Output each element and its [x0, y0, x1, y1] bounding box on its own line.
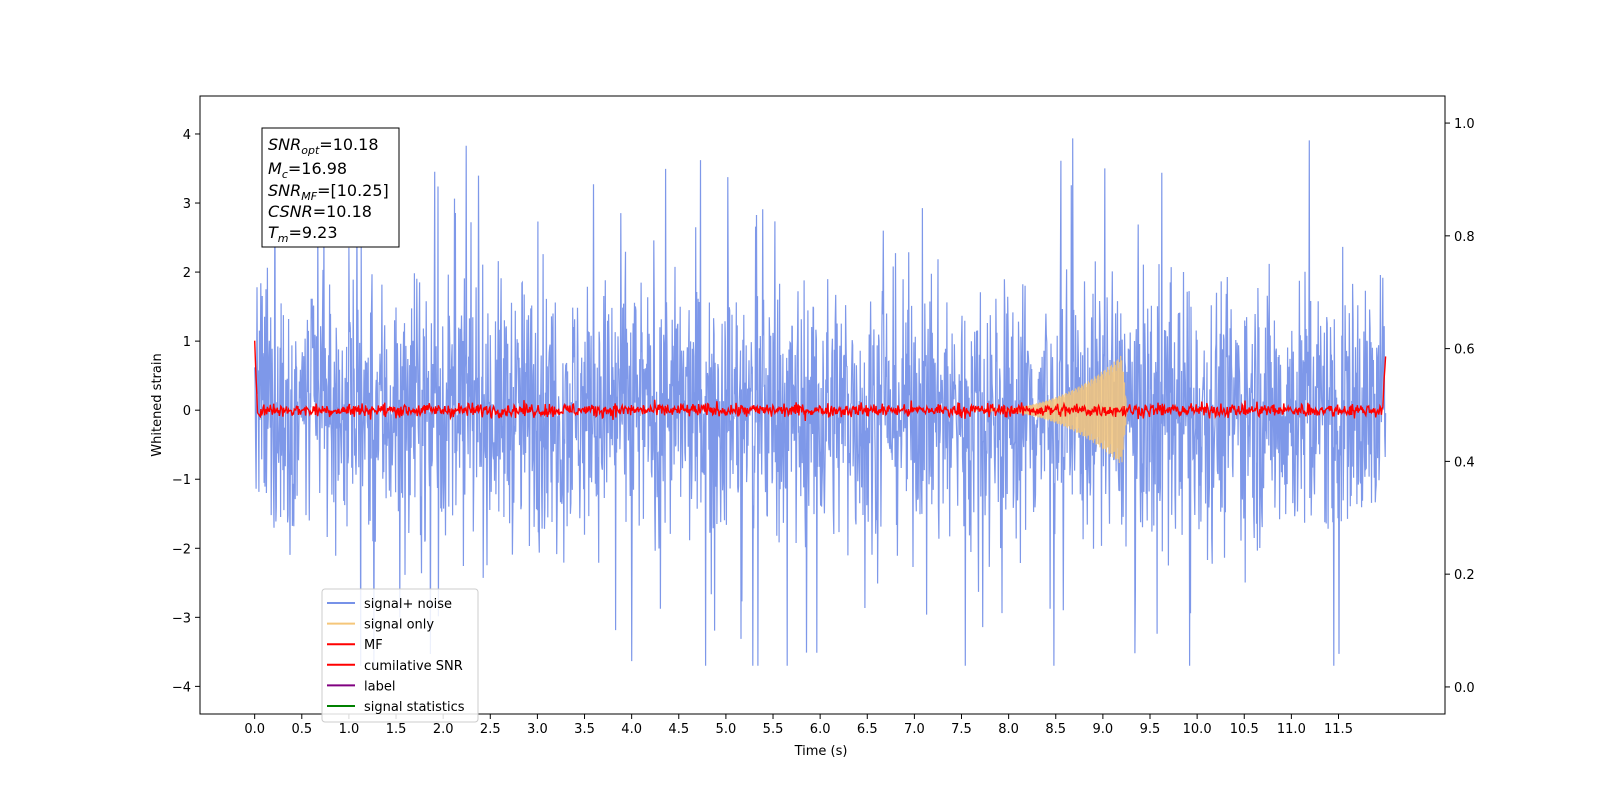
legend-frame	[321, 588, 479, 723]
y-left-tick-label: −1	[172, 473, 191, 488]
annotation-csnr: CSNR=10.18	[268, 202, 372, 221]
legend-label: MF	[364, 638, 383, 653]
y-left-tick-label: 4	[183, 128, 191, 143]
x-tick-label: 0.5	[291, 722, 312, 737]
x-tick-label: 9.0	[1093, 722, 1114, 737]
y-left-tick-label: −4	[172, 680, 191, 695]
x-tick-label: 3.5	[574, 722, 595, 737]
x-tick-label: 2.0	[433, 722, 454, 737]
legend-label: cumilative SNR	[364, 659, 463, 674]
y-right-tick-label: 0.4	[1454, 455, 1475, 470]
signal-noise-line	[254, 138, 1387, 666]
y-right-tick-label: 1.0	[1454, 117, 1475, 132]
y-left-tick-label: 0	[183, 404, 191, 419]
annotation-snr-mf: SNRMF=[10.25]	[268, 181, 389, 203]
y-right-tick-label: 0.6	[1454, 343, 1475, 358]
y-left-tick-label: −2	[172, 542, 191, 557]
annotation-box: SNRopt=10.18 Mc=16.98 SNRMF=[10.25] CSNR…	[261, 127, 400, 248]
mf-line	[254, 340, 1387, 421]
plot-area	[254, 123, 1387, 687]
x-tick-label: 6.0	[810, 722, 831, 737]
x-tick-label: 1.5	[386, 722, 407, 737]
y-axis-label: Whitened strain	[150, 353, 165, 456]
x-tick-label: 8.5	[1045, 722, 1066, 737]
x-tick-label: 11.5	[1324, 722, 1353, 737]
x-tick-label: 6.5	[857, 722, 878, 737]
x-tick-label: 5.0	[716, 722, 737, 737]
y-right-tick-label: 0.2	[1454, 568, 1475, 583]
x-tick-label: 1.0	[339, 722, 360, 737]
x-tick-label: 11.0	[1277, 722, 1306, 737]
legend-label: label	[364, 679, 395, 694]
y-left-tick-label: −3	[172, 611, 191, 626]
x-axis: 0.0 0.5 1.0 1.5 2.0 2.5 3.0 3.5 4.0 4.5 5.0 5.5 6.0 6…	[244, 714, 1353, 737]
y-left-tick-label: 3	[183, 197, 191, 212]
x-tick-label: 10.0	[1183, 722, 1212, 737]
x-tick-label: 5.5	[763, 722, 784, 737]
x-tick-label: 8.0	[998, 722, 1019, 737]
y-right-tick-label: 0.0	[1454, 681, 1475, 696]
legend-label: signal only	[364, 618, 434, 633]
x-axis-label: Time (s)	[794, 744, 848, 759]
x-tick-label: 0.0	[244, 722, 265, 737]
x-tick-label: 9.5	[1140, 722, 1161, 737]
y-axis-right: 1.0 0.8 0.6 0.4 0.2 0.0	[1445, 117, 1475, 696]
y-left-tick-label: 2	[183, 266, 191, 281]
x-tick-label: 2.5	[480, 722, 501, 737]
legend-label: signal statistics	[364, 700, 465, 715]
y-axis-left: 4 3 2 1 0 −1 −2 −3 −4	[172, 128, 200, 695]
legend: signal+ noise signal only MF cumilative SNR…	[321, 588, 479, 723]
x-tick-label: 3.0	[527, 722, 548, 737]
x-tick-label: 7.0	[904, 722, 925, 737]
annotation-snr-opt: SNRopt=10.18	[268, 135, 379, 157]
annotation-mc: Mc=16.98	[268, 159, 347, 181]
annotation-tm: Tm=9.23	[268, 223, 338, 245]
y-left-tick-label: 1	[183, 335, 191, 350]
x-tick-label: 4.0	[621, 722, 642, 737]
legend-label: signal+ noise	[364, 597, 452, 612]
x-tick-label: 10.5	[1230, 722, 1259, 737]
y-right-tick-label: 0.8	[1454, 230, 1475, 245]
x-tick-label: 4.5	[668, 722, 689, 737]
axes-frame	[199, 95, 1446, 715]
x-tick-label: 7.5	[951, 722, 972, 737]
